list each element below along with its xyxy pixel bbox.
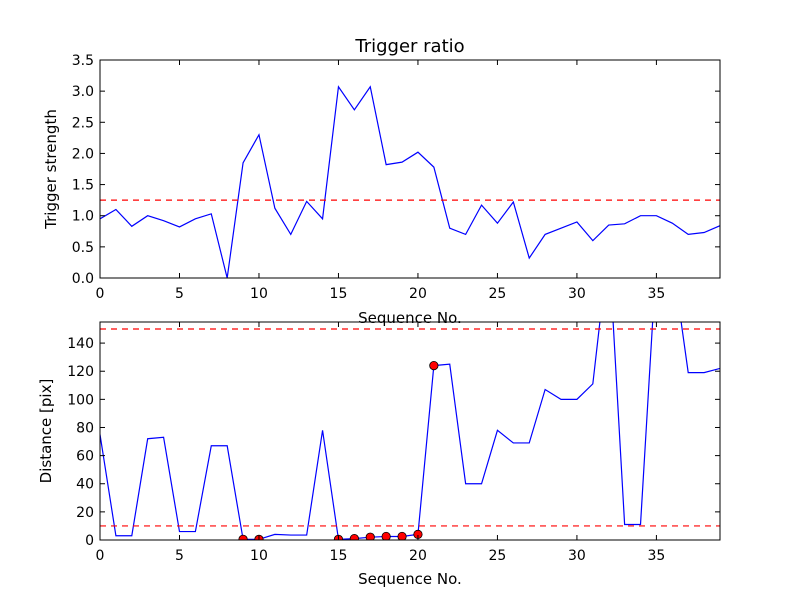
- top-xtick-label-7: 35: [647, 286, 665, 302]
- top-chart-xlabel: Sequence No.: [358, 309, 462, 327]
- bottom-xtick-label-1: 5: [175, 548, 184, 564]
- bottom-marker-point-5: [381, 531, 391, 540]
- bottom-marker-point-0: [238, 534, 248, 540]
- bottom-marker-point-8: [429, 360, 439, 371]
- bottom-ytick-label-6: 120: [67, 364, 94, 380]
- top-ytick-label-6: 3.0: [72, 84, 94, 100]
- bottom-marker-point-3: [349, 533, 359, 540]
- top-xtick-label-1: 5: [175, 286, 184, 302]
- bottom-xtick-label-6: 30: [568, 548, 586, 564]
- top-ytick-label-4: 2.0: [72, 146, 94, 162]
- top-chart-frame: [99, 59, 721, 279]
- top-xtick-label-2: 10: [250, 286, 268, 302]
- top-ytick-label-7: 3.5: [72, 53, 94, 69]
- top-xtick-label-6: 30: [568, 286, 586, 302]
- bottom-chart-xlabel: Sequence No.: [358, 570, 462, 588]
- top-chart-plot-area: [100, 85, 720, 278]
- top-ytick-label-0: 0.0: [72, 271, 94, 287]
- top-ytick-label-3: 1.5: [72, 178, 94, 194]
- bottom-series-line-0: [100, 322, 720, 540]
- top-chart-ticks: 0 5 10 15 20 25 30 35 0.0 0.5 1.0 1.5 2.0 2.5 3.0 3.5: [72, 53, 720, 302]
- top-xtick-label-0: 0: [96, 286, 105, 302]
- top-xtick-label-5: 25: [489, 286, 507, 302]
- top-series-line-0: [100, 85, 720, 278]
- top-xtick-label-4: 20: [409, 286, 427, 302]
- bottom-chart-plot-area: [100, 322, 720, 540]
- bottom-xtick-label-7: 35: [647, 548, 665, 564]
- bottom-ytick-label-0: 0: [85, 533, 94, 549]
- bottom-xtick-label-2: 10: [250, 548, 268, 564]
- bottom-chart-ylabel: Distance [pix]: [37, 379, 55, 484]
- top-ytick-label-5: 2.5: [72, 115, 94, 131]
- bottom-ytick-label-5: 100: [67, 392, 94, 408]
- bottom-ytick-label-2: 40: [76, 477, 94, 493]
- top-ytick-label-2: 1.0: [72, 209, 94, 225]
- bottom-chart-ticks: 0 5 10 15 20 25 30 35 0 20 40 60 80 100 120 140: [67, 322, 720, 564]
- bottom-marker-point-4: [365, 532, 375, 540]
- top-chart-ylabel: Trigger strength: [42, 109, 60, 230]
- bottom-marker-point-6: [397, 531, 407, 540]
- bottom-chart-frame: [99, 321, 721, 541]
- top-chart-title: Trigger ratio: [354, 36, 464, 57]
- bottom-xtick-label-5: 25: [489, 548, 507, 564]
- bottom-xtick-label-4: 20: [409, 548, 427, 564]
- bottom-ytick-label-4: 80: [76, 420, 94, 436]
- top-xtick-label-3: 15: [330, 286, 348, 302]
- bottom-ytick-label-7: 140: [67, 336, 94, 352]
- bottom-xtick-label-3: 15: [330, 548, 348, 564]
- bottom-ytick-label-1: 20: [76, 505, 94, 521]
- top-ytick-label-1: 0.5: [72, 240, 94, 256]
- bottom-xtick-label-0: 0: [96, 548, 105, 564]
- bottom-ytick-label-3: 60: [76, 449, 94, 465]
